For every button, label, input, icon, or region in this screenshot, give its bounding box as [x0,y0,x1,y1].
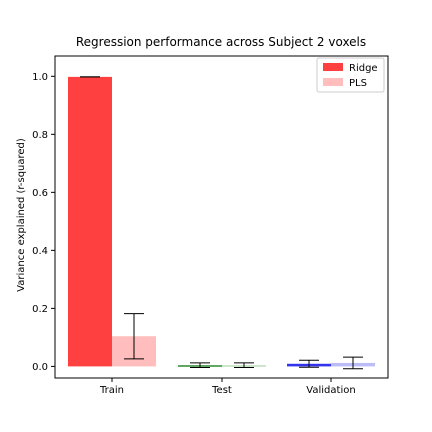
legend-swatch-pls [323,78,343,86]
y-tick-label: 1.0 [32,72,48,83]
y-tick-label: 0.4 [32,246,48,257]
x-tick-label-test: Test [211,385,232,396]
legend: Ridge PLS [316,57,385,93]
y-tick-label: 0.8 [32,130,48,141]
error-bar-pls-validation [343,356,363,370]
plot-area: 0.0 0.2 0.4 0.6 0.8 1.0 Train Test Validation [32,55,389,396]
legend-label-pls: PLS [349,78,367,89]
error-bar-ridge-validation [299,359,319,368]
legend-swatch-ridge [323,63,343,71]
error-bar-ridge-test [190,362,210,369]
x-tick-label-validation: Validation [306,385,355,396]
legend-label-ridge: Ridge [349,63,378,74]
bar-ridge-train [68,76,112,367]
chart-title: Regression performance across Subject 2 … [76,35,366,49]
y-axis-label: Variance explained (r-squared) [16,138,27,292]
y-tick-label: 0.2 [32,304,48,315]
y-tick-label: 0.0 [32,362,48,373]
error-bar-pls-test [234,362,254,369]
error-bar-pls-train [124,313,144,360]
x-tick-label-train: Train [99,385,124,396]
y-tick-label: 0.6 [32,188,48,199]
